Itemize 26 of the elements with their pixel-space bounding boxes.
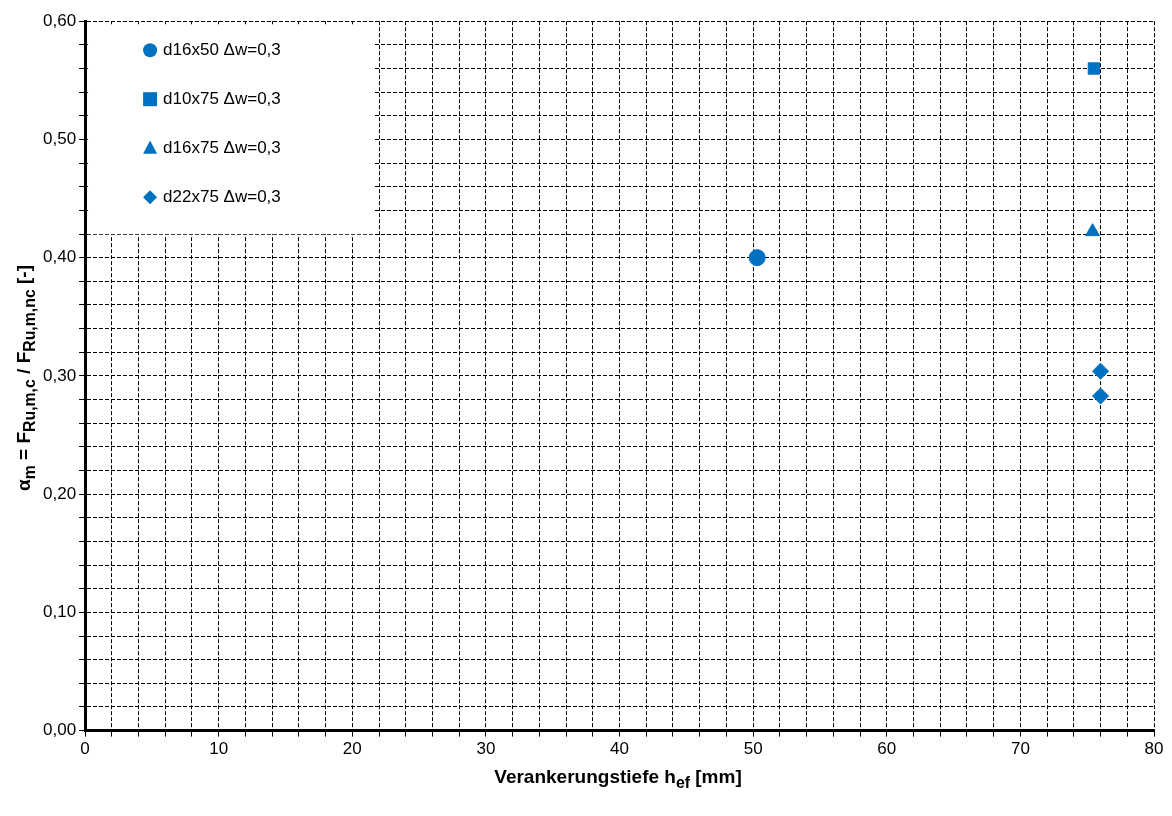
legend-label: d10x75 Δw=0,3 — [163, 88, 281, 108]
y-tick-label: 0,40 — [42, 247, 77, 267]
point — [1085, 223, 1100, 237]
x-tick-label: 0 — [80, 739, 90, 759]
x-tick-label: 30 — [476, 739, 496, 759]
x-tick-label: 10 — [209, 739, 229, 759]
point — [748, 249, 766, 267]
y-tick-label: 0,10 — [42, 602, 77, 622]
legend-label: d16x50 Δw=0,3 — [163, 39, 281, 59]
y-tick-label: 0,30 — [42, 365, 77, 385]
y-tick-label: 0,60 — [42, 10, 77, 30]
legend-label: d22x75 Δw=0,3 — [163, 186, 281, 206]
x-tick-label: 80 — [1144, 739, 1164, 759]
point — [1092, 362, 1110, 380]
x-tick-label: 60 — [877, 739, 897, 759]
x-tick-label: 40 — [610, 739, 629, 759]
x-tick-label: 20 — [342, 739, 362, 759]
point — [1087, 62, 1101, 75]
y-tick-label: 0,00 — [42, 720, 77, 740]
point — [1092, 387, 1110, 405]
x-tick-label: 70 — [1010, 739, 1030, 759]
legend-label: d16x75 Δw=0,3 — [163, 137, 281, 157]
y-tick-label: 0,20 — [42, 483, 77, 503]
x-tick-label: 50 — [743, 739, 763, 759]
x-axis-title: Verankerungstiefe h$_{ef}$ [mm] — [493, 766, 743, 792]
y-tick-label: 0,50 — [42, 129, 77, 149]
